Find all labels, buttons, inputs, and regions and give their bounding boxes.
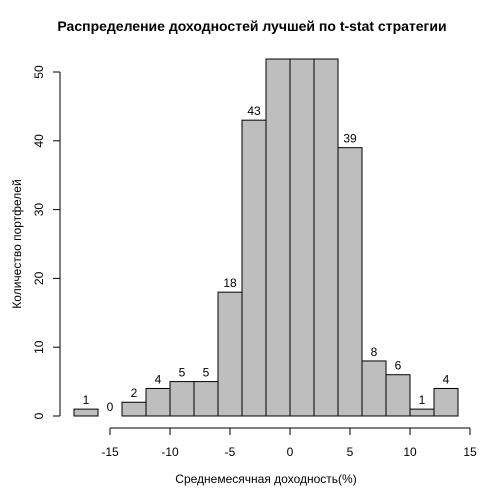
chart-title: Распределение доходностей лучшей по t-st… <box>57 18 447 34</box>
y-tick-label: 30 <box>32 203 46 217</box>
y-tick-label: 20 <box>32 271 46 285</box>
bar-count-label: 8 <box>371 345 378 359</box>
histogram-bar <box>337 147 363 417</box>
x-tick-label: -15 <box>101 445 119 459</box>
bar-count-label: 1 <box>83 393 90 407</box>
histogram-bar <box>409 408 435 417</box>
x-tick-label: 10 <box>403 445 417 459</box>
y-axis-label: Количество портфелей <box>10 179 24 309</box>
x-tick-label: 5 <box>347 445 354 459</box>
x-tick-label: 15 <box>463 445 477 459</box>
bar-count-label: 0 <box>107 400 114 414</box>
histogram-bar <box>145 387 171 417</box>
bar-count-label: 1 <box>419 393 426 407</box>
histogram-bar <box>385 374 411 417</box>
x-axis-label: Среднемесячная доходность(%) <box>175 472 357 486</box>
x-tick-label: -10 <box>161 445 179 459</box>
x-tick-label: 0 <box>287 445 294 459</box>
bar-count-label: 39 <box>343 132 357 146</box>
histogram-bar <box>193 381 219 417</box>
bar-count-label: 2 <box>131 386 138 400</box>
bar-count-label: 4 <box>155 372 162 386</box>
histogram-bar <box>241 119 267 417</box>
bar-count-label: 18 <box>223 276 237 290</box>
y-tick-label: 10 <box>32 340 46 354</box>
histogram-bar <box>169 381 195 417</box>
histogram-bar <box>289 58 315 417</box>
histogram-bar <box>73 408 99 417</box>
bar-count-label: 43 <box>247 104 261 118</box>
histogram-bar <box>361 360 387 417</box>
histogram-bar <box>313 58 339 417</box>
y-tick-label: 40 <box>32 134 46 148</box>
bar-count-label: 5 <box>179 366 186 380</box>
y-tick-label: 50 <box>32 65 46 79</box>
bar-count-label: 4 <box>443 372 450 386</box>
histogram-bar <box>121 401 147 417</box>
histogram-bar <box>433 387 459 417</box>
histogram-bar <box>217 291 243 417</box>
x-tick-label: -5 <box>225 445 236 459</box>
bar-count-label: 6 <box>395 359 402 373</box>
y-tick-label: 0 <box>32 412 46 419</box>
bar-count-label: 5 <box>203 366 210 380</box>
histogram-bar <box>265 58 291 417</box>
